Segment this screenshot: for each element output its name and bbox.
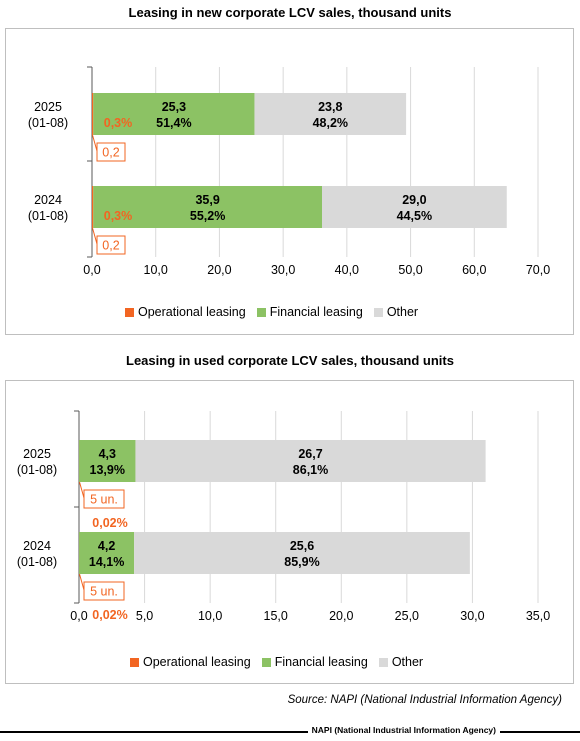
data-label-other: 25,6 [290,539,314,553]
legend-swatch-financial [256,307,266,317]
bar-operational [92,186,94,228]
category-label: 2024 [23,539,51,553]
legend-swatch-operational [125,307,134,317]
category-label: 2025 [34,100,62,114]
data-label-financial: 25,3 [162,100,186,114]
data-label-financial: 35,9 [195,193,219,207]
category-label: (01-08) [28,209,68,223]
callout-label-operational: 0,2 [102,239,119,253]
x-tick-label: 20,0 [207,263,231,277]
x-tick-label: 10,0 [144,263,168,277]
callout-box [96,142,126,162]
footer-label: NAPI (National Industrial Information Ag… [307,725,500,735]
x-tick-label: 35,0 [526,609,550,623]
callout-label-operational: 5 un. [90,585,118,599]
data-label-other-share: 48,2% [313,116,348,130]
legend-label-operational: Operational leasing [138,305,246,319]
x-tick-label: 5,0 [136,609,153,623]
x-tick-label: 0,0 [70,609,87,623]
data-label-financial: 4,2 [98,539,115,553]
x-tick-label: 70,0 [526,263,550,277]
chart-2-legend: Operational leasing Financial leasing Ot… [130,655,434,669]
chart-2-title: Leasing in used corporate LCV sales, tho… [126,353,454,368]
category-label: (01-08) [28,116,68,130]
legend-swatch-other [378,657,388,667]
data-label-operational: 0,02% [92,516,127,530]
x-tick-label: 25,0 [395,609,419,623]
callout-leader [79,481,85,499]
data-label-financial-share: 13,9% [90,463,125,477]
x-tick-label: 40,0 [335,263,359,277]
data-label-operational: 0,3% [104,209,133,223]
data-label-financial: 4,3 [99,447,116,461]
callout-box [96,235,126,255]
x-tick-label: 50,0 [398,263,422,277]
category-label: 2025 [23,447,51,461]
legend-label-operational: Operational leasing [143,655,251,669]
category-label: (01-08) [17,463,57,477]
chart-1-legend: Operational leasing Financial leasing Ot… [125,305,429,319]
bar-operational [92,93,94,135]
callout-label-operational: 5 un. [90,493,118,507]
callout-leader [92,134,98,152]
data-label-other-share: 86,1% [293,463,328,477]
callout-leader [92,227,98,245]
legend-label-financial: Financial leasing [274,655,368,669]
source-note: Source: NAPI (National Industrial Inform… [287,694,562,706]
legend-item-operational: Operational leasing [130,655,251,669]
data-label-other: 26,7 [298,447,322,461]
legend-item-financial: Financial leasing [261,655,368,669]
chart-1-title: Leasing in new corporate LCV sales, thou… [128,5,452,20]
legend-item-other: Other [378,655,424,669]
x-tick-label: 0,0 [83,263,100,277]
x-tick-label: 30,0 [460,609,484,623]
callout-leader [79,573,85,591]
callout-label-operational: 0,2 [102,146,119,160]
legend-swatch-financial [261,657,271,667]
legend-swatch-other [373,307,383,317]
data-label-other-share: 85,9% [284,555,319,569]
legend-item-operational: Operational leasing [125,305,246,319]
chart-2-panel: 0,0 5,0 10,0 15,0 20,0 25,0 30,0 35,0 2025 (01-08… [5,380,574,684]
bar-financial [93,186,323,228]
data-label-operational: 0,3% [104,116,133,130]
x-tick-label: 30,0 [271,263,295,277]
chart-2-plot: 0,0 5,0 10,0 15,0 20,0 25,0 30,0 35,0 2025 (01-08… [17,410,550,623]
legend-item-financial: Financial leasing [256,305,363,319]
bar-other [135,440,486,482]
bar-other [134,532,470,574]
bar-other [254,93,407,135]
legend-swatch-operational [130,657,139,667]
callout-box [83,489,125,509]
callout-box [83,581,125,601]
legend-item-other: Other [373,305,419,319]
legend-label-financial: Financial leasing [269,305,363,319]
bar-financial [79,532,135,574]
data-label-other: 23,8 [318,100,342,114]
data-label-operational: 0,02% [92,608,127,622]
x-tick-label: 60,0 [462,263,486,277]
bar-financial [79,440,136,482]
data-label-financial-share: 55,2% [190,209,225,223]
chart-1-plot: 0,0 10,0 20,0 30,0 40,0 50,0 60,0 70,0 2025 (01-0… [28,66,550,277]
data-label-other-share: 44,5% [397,209,432,223]
footer-rule [0,731,580,733]
x-tick-label: 20,0 [329,609,353,623]
data-label-other: 29,0 [402,193,426,207]
data-label-financial-share: 51,4% [156,116,191,130]
x-tick-label: 15,0 [264,609,288,623]
data-label-financial-share: 14,1% [89,555,124,569]
category-label: 2024 [34,193,62,207]
bar-financial [93,93,255,135]
chart-1-panel: 0,0 10,0 20,0 30,0 40,0 50,0 60,0 70,0 2025 (01-0… [5,28,574,335]
bar-other [322,186,507,228]
legend-label-other: Other [391,655,424,669]
category-label: (01-08) [17,555,57,569]
legend-label-other: Other [386,305,419,319]
x-tick-label: 10,0 [198,609,222,623]
